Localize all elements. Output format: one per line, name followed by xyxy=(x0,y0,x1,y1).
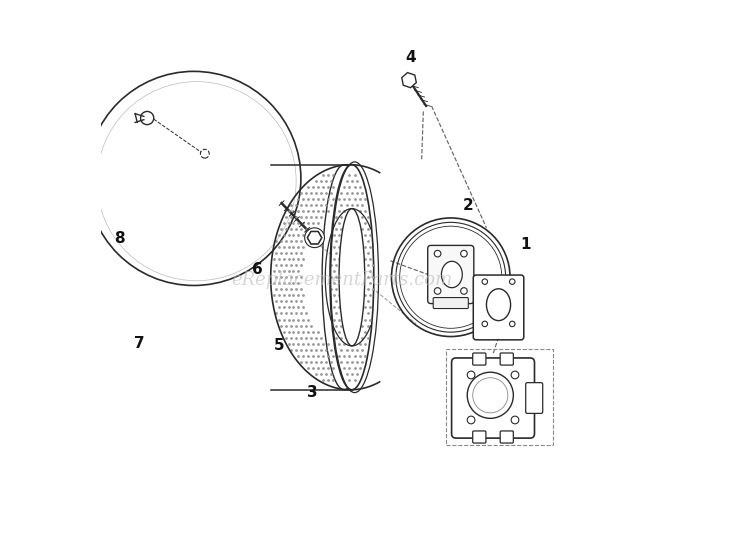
Circle shape xyxy=(434,250,441,257)
Circle shape xyxy=(467,416,475,424)
FancyBboxPatch shape xyxy=(452,358,535,438)
Circle shape xyxy=(509,279,515,284)
Circle shape xyxy=(467,372,513,418)
Text: 3: 3 xyxy=(307,385,317,400)
Circle shape xyxy=(482,279,488,284)
FancyBboxPatch shape xyxy=(433,298,468,309)
Circle shape xyxy=(482,321,488,327)
Ellipse shape xyxy=(339,209,364,346)
FancyBboxPatch shape xyxy=(427,245,474,304)
Text: 8: 8 xyxy=(115,231,125,247)
Bar xyxy=(446,349,554,445)
Text: 1: 1 xyxy=(520,237,531,252)
FancyBboxPatch shape xyxy=(472,431,486,443)
Circle shape xyxy=(460,250,467,257)
Circle shape xyxy=(512,371,519,379)
FancyBboxPatch shape xyxy=(472,353,486,365)
Circle shape xyxy=(512,416,519,424)
FancyBboxPatch shape xyxy=(526,383,543,413)
Ellipse shape xyxy=(442,261,462,288)
Text: 6: 6 xyxy=(251,261,262,277)
Text: 4: 4 xyxy=(405,50,416,65)
Circle shape xyxy=(460,288,467,294)
Circle shape xyxy=(434,288,441,294)
Text: eReplacementParts.com: eReplacementParts.com xyxy=(232,271,453,289)
FancyBboxPatch shape xyxy=(500,353,513,365)
Circle shape xyxy=(509,321,515,327)
Circle shape xyxy=(304,228,325,248)
Circle shape xyxy=(467,371,475,379)
Text: 7: 7 xyxy=(134,335,144,351)
Ellipse shape xyxy=(330,165,374,390)
Text: 5: 5 xyxy=(274,338,284,354)
FancyBboxPatch shape xyxy=(500,431,513,443)
FancyBboxPatch shape xyxy=(473,275,524,340)
Text: 2: 2 xyxy=(463,198,474,214)
Ellipse shape xyxy=(487,289,511,321)
